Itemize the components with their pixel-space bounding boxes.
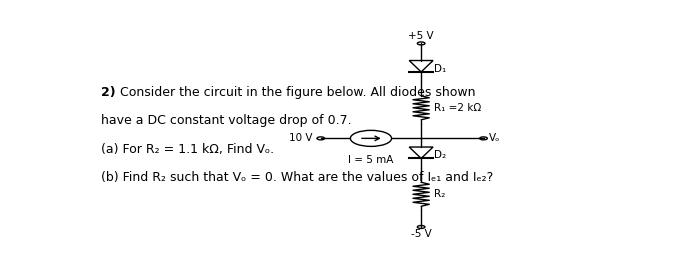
Text: 10 V: 10 V <box>289 133 313 143</box>
Text: (b) Find R₂ such that Vₒ = 0. What are the values of Iₑ₁ and Iₑ₂?: (b) Find R₂ such that Vₒ = 0. What are t… <box>101 171 493 184</box>
Text: I = 5 mA: I = 5 mA <box>349 155 393 165</box>
Text: Consider the circuit in the figure below. All diodes shown: Consider the circuit in the figure below… <box>116 85 476 99</box>
Text: D₁: D₁ <box>433 64 446 74</box>
Text: R₁ =2 kΩ: R₁ =2 kΩ <box>433 103 481 113</box>
Text: D₂: D₂ <box>433 150 446 160</box>
Text: have a DC constant voltage drop of 0.7.: have a DC constant voltage drop of 0.7. <box>101 114 351 127</box>
Text: +5 V: +5 V <box>408 31 434 41</box>
Text: Vₒ: Vₒ <box>489 133 500 143</box>
Text: (a) For R₂ = 1.1 kΩ, Find Vₒ.: (a) For R₂ = 1.1 kΩ, Find Vₒ. <box>101 142 274 156</box>
Text: -5 V: -5 V <box>411 229 431 239</box>
Text: 2): 2) <box>101 85 116 99</box>
Text: R₂: R₂ <box>433 189 445 199</box>
